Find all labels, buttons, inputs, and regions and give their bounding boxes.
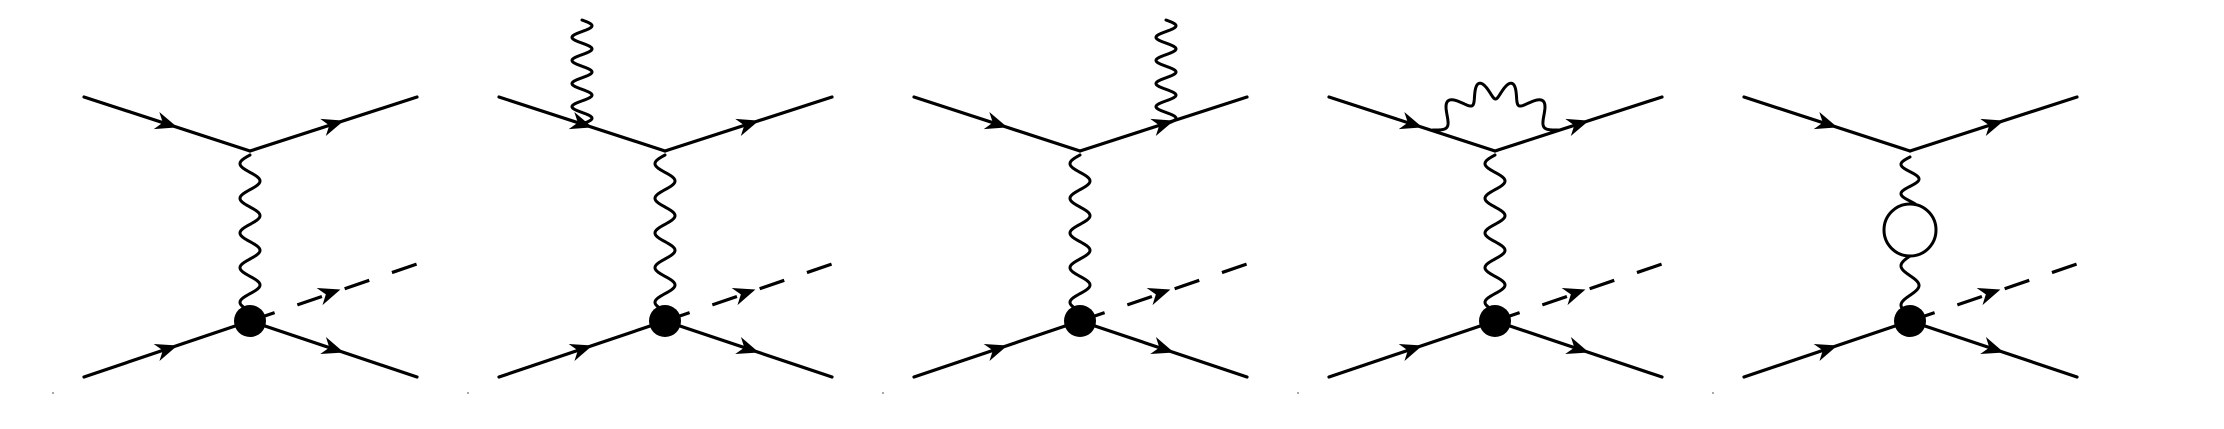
- vacuum-polarization-loop: [1882, 202, 1938, 258]
- exchange-photon: [238, 153, 262, 313]
- effective-vertex-blob: [1064, 305, 1096, 337]
- exchange-photon-lower: [1899, 254, 1921, 313]
- incoming-fermion-upper-arrow: [153, 112, 178, 130]
- diagram-panel-5: [1712, 95, 2081, 394]
- incoming-fermion-lower-arrow: [1398, 343, 1423, 362]
- incoming-fermion-lower-arrow: [1813, 343, 1838, 362]
- incoming-fermion-lower-arrow: [983, 343, 1008, 362]
- panel-tick: [882, 392, 884, 394]
- incoming-fermion-upper-arrow: [983, 112, 1008, 130]
- panel-tick: [467, 392, 469, 394]
- incoming-fermion-upper-arrow: [568, 112, 593, 130]
- effective-vertex-blob: [1479, 305, 1511, 337]
- panel-tick: [1712, 392, 1714, 394]
- vertex-correction-photon: [1431, 81, 1560, 132]
- incoming-fermion-upper-arrow: [1398, 112, 1423, 130]
- incoming-fermion-upper-arrow: [1813, 112, 1838, 130]
- panel-tick: [1297, 392, 1299, 394]
- effective-vertex-blob: [1894, 305, 1926, 337]
- outgoing-fermion-lower-arrow: [1565, 336, 1589, 355]
- scalar-line-arrow: [1561, 288, 1586, 306]
- scalar-line-arrow: [316, 288, 341, 306]
- exchange-photon: [653, 153, 677, 313]
- scalar-line-arrow: [731, 288, 756, 306]
- outgoing-fermion-upper-arrow: [1980, 118, 2004, 136]
- diagram-panel-2: [467, 18, 836, 394]
- panel-tick: [52, 392, 54, 394]
- effective-vertex-blob: [234, 305, 266, 337]
- outgoing-fermion-upper-arrow: [735, 118, 759, 136]
- outgoing-fermion-upper-arrow: [1565, 118, 1589, 136]
- outgoing-fermion-lower-arrow: [320, 336, 344, 355]
- exchange-photon-upper: [1899, 155, 1921, 206]
- outgoing-fermion-lower-arrow: [1980, 336, 2004, 355]
- outgoing-fermion-upper-arrow: [320, 118, 344, 136]
- exchange-photon: [1068, 153, 1092, 313]
- radiated-photon: [570, 18, 594, 126]
- exchange-photon: [1483, 153, 1507, 313]
- scalar-line-arrow: [1976, 288, 2001, 306]
- outgoing-fermion-lower-arrow: [1150, 336, 1174, 355]
- diagram-panel-4: [1297, 81, 1666, 394]
- incoming-fermion-lower-arrow: [153, 343, 178, 362]
- scalar-line-arrow: [1146, 288, 1171, 306]
- incoming-fermion-lower-arrow: [568, 343, 593, 362]
- diagram-panel-3: [882, 18, 1251, 394]
- outgoing-fermion-lower-arrow: [735, 336, 759, 355]
- radiated-photon: [1154, 18, 1178, 126]
- effective-vertex-blob: [649, 305, 681, 337]
- diagram-panel-1: [52, 95, 421, 394]
